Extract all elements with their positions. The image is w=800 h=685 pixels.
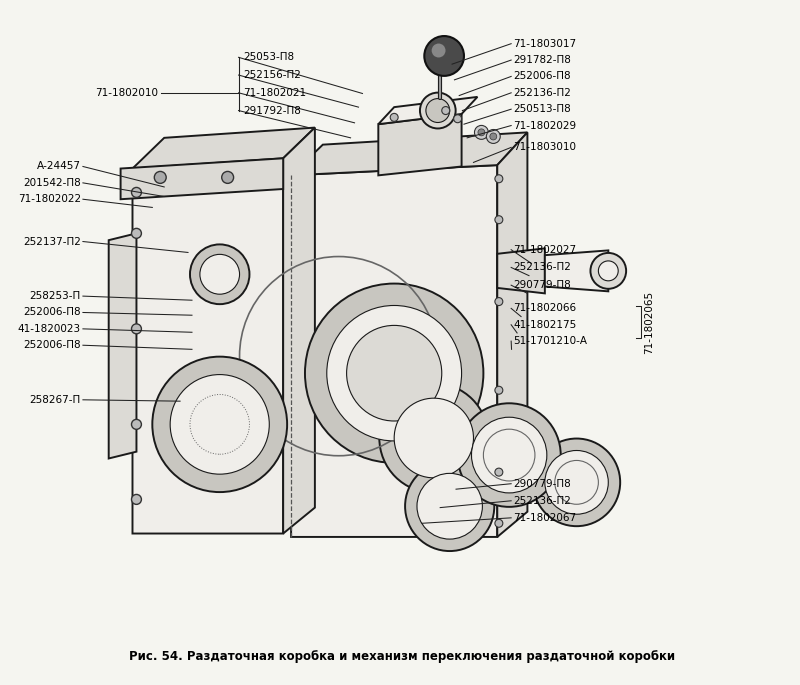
- Circle shape: [154, 171, 166, 184]
- Circle shape: [405, 462, 494, 551]
- Circle shape: [471, 417, 547, 493]
- Circle shape: [495, 386, 503, 395]
- Circle shape: [442, 107, 450, 114]
- Circle shape: [533, 438, 620, 526]
- Text: 71-1803017: 71-1803017: [513, 38, 576, 49]
- Text: 71-1802065: 71-1802065: [644, 290, 654, 353]
- Polygon shape: [109, 234, 137, 458]
- Polygon shape: [133, 127, 315, 169]
- Circle shape: [486, 129, 500, 143]
- Circle shape: [131, 324, 142, 334]
- Circle shape: [495, 216, 503, 224]
- Text: 201542-П8: 201542-П8: [23, 178, 81, 188]
- Circle shape: [222, 171, 234, 184]
- Circle shape: [432, 44, 446, 58]
- Circle shape: [426, 99, 450, 123]
- Text: 291792-П8: 291792-П8: [243, 105, 302, 116]
- Circle shape: [495, 297, 503, 306]
- Text: 51-1701210-А: 51-1701210-А: [513, 336, 587, 346]
- Text: 71-1802027: 71-1802027: [513, 245, 576, 255]
- Text: 290779-П8: 290779-П8: [513, 479, 571, 488]
- Circle shape: [478, 129, 485, 136]
- Circle shape: [454, 115, 462, 123]
- Circle shape: [131, 419, 142, 429]
- Circle shape: [417, 473, 482, 539]
- Polygon shape: [283, 127, 315, 534]
- Circle shape: [590, 253, 626, 289]
- Circle shape: [420, 92, 456, 129]
- Polygon shape: [133, 158, 283, 534]
- Text: 41-1820023: 41-1820023: [18, 324, 81, 334]
- Polygon shape: [291, 165, 498, 537]
- Polygon shape: [378, 97, 478, 124]
- Circle shape: [458, 403, 561, 507]
- Circle shape: [495, 175, 503, 183]
- Text: 258253-П: 258253-П: [30, 291, 81, 301]
- Circle shape: [424, 36, 464, 76]
- Text: 252006-П8: 252006-П8: [513, 71, 570, 82]
- Circle shape: [131, 228, 142, 238]
- Polygon shape: [498, 249, 545, 293]
- Circle shape: [598, 261, 618, 281]
- Circle shape: [554, 460, 598, 504]
- Circle shape: [490, 133, 497, 140]
- Text: А-24457: А-24457: [37, 162, 81, 171]
- Text: 25053-П8: 25053-П8: [243, 52, 294, 62]
- Circle shape: [170, 375, 270, 474]
- Text: 71-1802022: 71-1802022: [18, 195, 81, 204]
- Polygon shape: [498, 132, 527, 537]
- Circle shape: [200, 254, 239, 294]
- Text: 252137-П2: 252137-П2: [23, 236, 81, 247]
- Text: 71-1802067: 71-1802067: [513, 513, 576, 523]
- Text: 252156-П2: 252156-П2: [243, 70, 302, 80]
- Text: 258267-П: 258267-П: [30, 395, 81, 405]
- Polygon shape: [121, 158, 283, 199]
- Circle shape: [190, 245, 250, 304]
- Text: 290779-П8: 290779-П8: [513, 280, 571, 290]
- Circle shape: [483, 429, 535, 481]
- Circle shape: [495, 468, 503, 476]
- Text: 250513-П8: 250513-П8: [513, 104, 571, 114]
- Text: 71-1802029: 71-1802029: [513, 121, 576, 131]
- Text: 252136-П2: 252136-П2: [513, 262, 571, 273]
- Polygon shape: [378, 114, 462, 175]
- Text: 71-1802021: 71-1802021: [243, 88, 306, 98]
- Text: 252006-П8: 252006-П8: [23, 340, 81, 350]
- Circle shape: [152, 357, 287, 492]
- Text: 41-1802175: 41-1802175: [513, 320, 576, 329]
- Circle shape: [131, 495, 142, 504]
- Text: 252006-П8: 252006-П8: [23, 308, 81, 317]
- Circle shape: [326, 306, 462, 441]
- Text: 71-1803010: 71-1803010: [513, 142, 576, 152]
- Circle shape: [346, 325, 442, 421]
- Circle shape: [131, 188, 142, 197]
- Circle shape: [545, 451, 608, 514]
- Text: 291782-П8: 291782-П8: [513, 55, 571, 65]
- Circle shape: [495, 519, 503, 527]
- Circle shape: [390, 114, 398, 121]
- Polygon shape: [291, 132, 527, 175]
- Text: 71-1802010: 71-1802010: [95, 88, 158, 98]
- Polygon shape: [545, 251, 608, 291]
- Circle shape: [394, 398, 474, 478]
- Text: 71-1802066: 71-1802066: [513, 303, 576, 314]
- Circle shape: [474, 125, 488, 139]
- Circle shape: [379, 383, 488, 493]
- Text: 252136-П2: 252136-П2: [513, 88, 571, 98]
- Circle shape: [305, 284, 483, 463]
- Text: Рис. 54. Раздаточная коробка и механизм переключения раздаточной коробки: Рис. 54. Раздаточная коробка и механизм …: [129, 650, 675, 663]
- Text: 252136-П2: 252136-П2: [513, 496, 571, 506]
